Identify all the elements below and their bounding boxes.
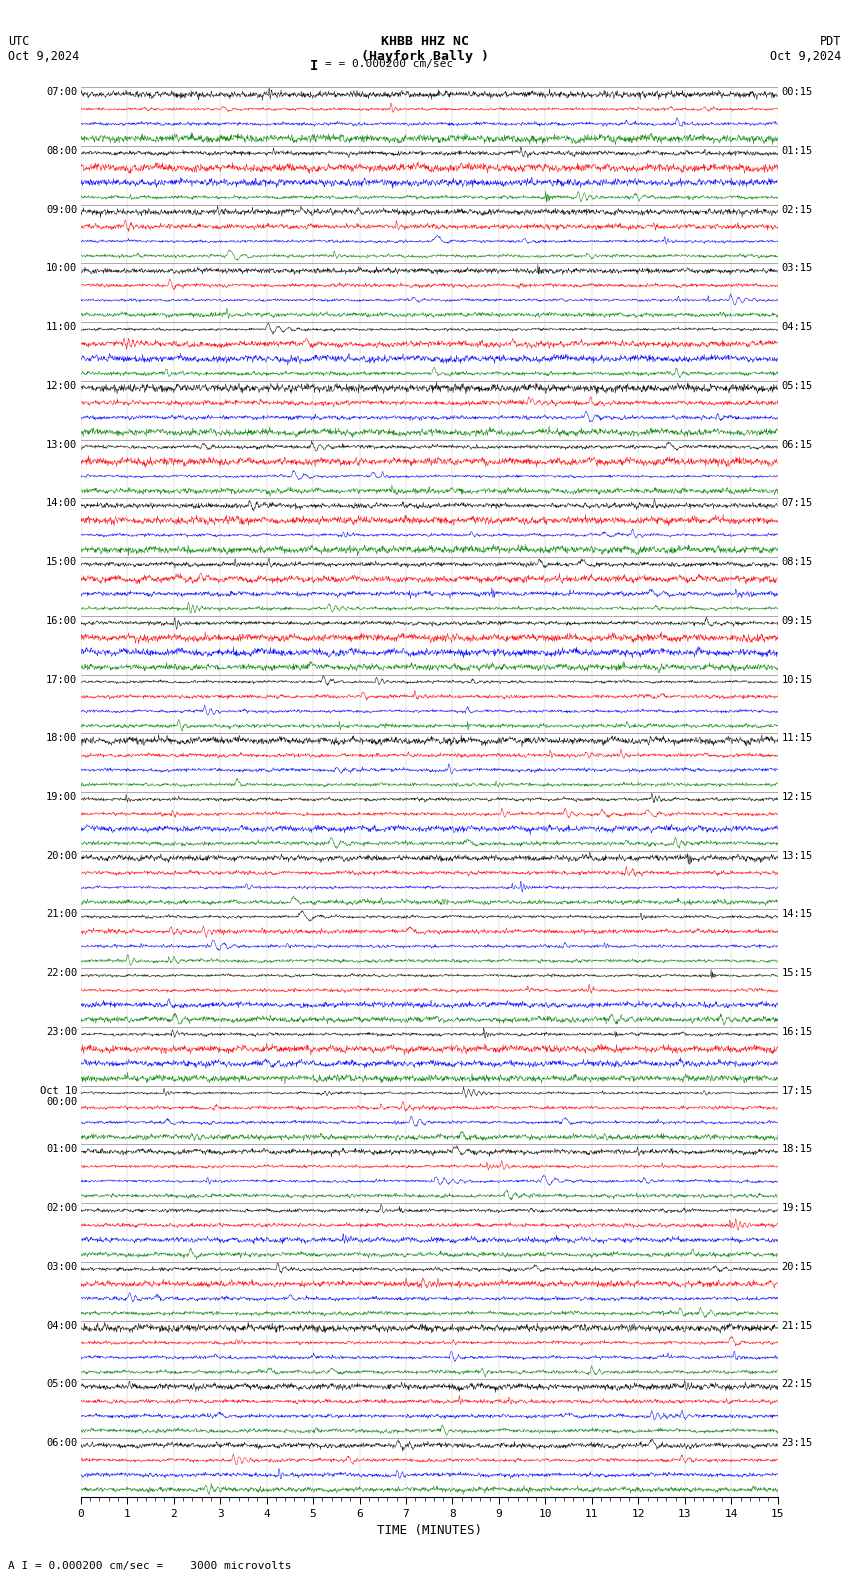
Text: 06:15: 06:15 [781, 440, 813, 450]
Text: 04:15: 04:15 [781, 322, 813, 333]
Text: 01:00: 01:00 [46, 1144, 77, 1155]
Text: 10:15: 10:15 [781, 675, 813, 684]
Text: 00:15: 00:15 [781, 87, 813, 97]
Text: 21:15: 21:15 [781, 1321, 813, 1331]
Text: 07:00: 07:00 [46, 87, 77, 97]
Text: 23:00: 23:00 [46, 1026, 77, 1038]
Text: 05:15: 05:15 [781, 380, 813, 391]
Text: 09:00: 09:00 [46, 204, 77, 214]
Text: 11:00: 11:00 [46, 322, 77, 333]
Text: 14:00: 14:00 [46, 499, 77, 508]
Text: 12:15: 12:15 [781, 792, 813, 802]
Text: 08:15: 08:15 [781, 558, 813, 567]
Text: 20:00: 20:00 [46, 851, 77, 860]
Text: PDT
Oct 9,2024: PDT Oct 9,2024 [770, 35, 842, 63]
Text: 18:15: 18:15 [781, 1144, 813, 1155]
Text: 22:15: 22:15 [781, 1380, 813, 1389]
Text: 23:15: 23:15 [781, 1438, 813, 1448]
Text: 02:15: 02:15 [781, 204, 813, 214]
Text: 16:15: 16:15 [781, 1026, 813, 1038]
Text: = = 0.000200 cm/sec: = = 0.000200 cm/sec [325, 59, 453, 68]
Text: 15:00: 15:00 [46, 558, 77, 567]
Text: 13:15: 13:15 [781, 851, 813, 860]
Text: 01:15: 01:15 [781, 146, 813, 155]
Text: A I = 0.000200 cm/sec =    3000 microvolts: A I = 0.000200 cm/sec = 3000 microvolts [8, 1562, 292, 1571]
Text: 22:00: 22:00 [46, 968, 77, 979]
Text: 17:15: 17:15 [781, 1085, 813, 1096]
Text: 14:15: 14:15 [781, 909, 813, 919]
Text: 20:15: 20:15 [781, 1262, 813, 1272]
Text: 10:00: 10:00 [46, 263, 77, 274]
Text: 06:00: 06:00 [46, 1438, 77, 1448]
Text: 09:15: 09:15 [781, 616, 813, 626]
Text: Oct 10
00:00: Oct 10 00:00 [40, 1085, 77, 1107]
Text: 19:00: 19:00 [46, 792, 77, 802]
Text: 04:00: 04:00 [46, 1321, 77, 1331]
Text: 05:00: 05:00 [46, 1380, 77, 1389]
Text: 15:15: 15:15 [781, 968, 813, 979]
Text: 19:15: 19:15 [781, 1204, 813, 1213]
Text: 21:00: 21:00 [46, 909, 77, 919]
Text: I: I [310, 59, 319, 73]
Text: 08:00: 08:00 [46, 146, 77, 155]
Text: 16:00: 16:00 [46, 616, 77, 626]
Text: 03:00: 03:00 [46, 1262, 77, 1272]
Text: KHBB HHZ NC
(Hayfork Bally ): KHBB HHZ NC (Hayfork Bally ) [361, 35, 489, 63]
Text: UTC
Oct 9,2024: UTC Oct 9,2024 [8, 35, 80, 63]
Text: 13:00: 13:00 [46, 440, 77, 450]
Text: 17:00: 17:00 [46, 675, 77, 684]
X-axis label: TIME (MINUTES): TIME (MINUTES) [377, 1524, 482, 1536]
Text: 03:15: 03:15 [781, 263, 813, 274]
Text: 12:00: 12:00 [46, 380, 77, 391]
Text: 07:15: 07:15 [781, 499, 813, 508]
Text: 02:00: 02:00 [46, 1204, 77, 1213]
Text: 18:00: 18:00 [46, 733, 77, 743]
Text: 11:15: 11:15 [781, 733, 813, 743]
